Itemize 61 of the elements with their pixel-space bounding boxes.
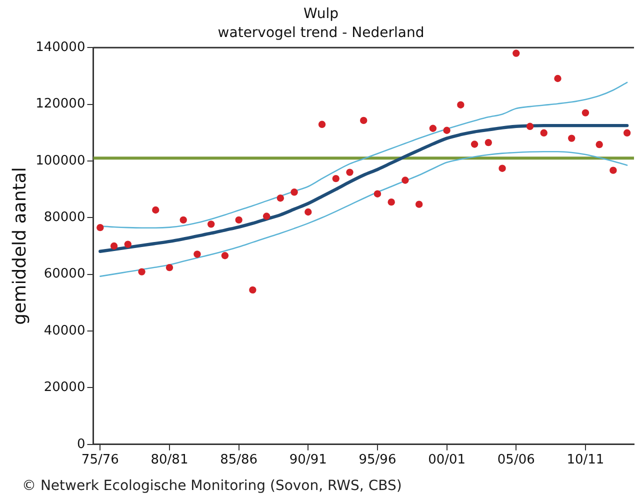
line-series bbox=[100, 150, 628, 277]
x-tick-label: 00/01 bbox=[428, 452, 466, 468]
point bbox=[346, 168, 354, 176]
point bbox=[360, 116, 368, 124]
point bbox=[304, 208, 312, 216]
y-tick-label: 60000 bbox=[44, 266, 86, 282]
point bbox=[221, 252, 229, 260]
line-series bbox=[98, 124, 629, 253]
point bbox=[540, 129, 548, 137]
x-tick-label: 10/11 bbox=[566, 452, 604, 468]
point bbox=[554, 74, 562, 82]
point bbox=[332, 174, 340, 182]
x-tick-label: 05/06 bbox=[497, 452, 535, 468]
point bbox=[290, 188, 298, 196]
point bbox=[276, 194, 284, 202]
y-tick-label: 140000 bbox=[36, 40, 86, 55]
point bbox=[470, 140, 478, 148]
point bbox=[512, 50, 520, 57]
point bbox=[166, 264, 174, 272]
y-axis-title: gemiddeld aantal bbox=[9, 167, 30, 325]
y-tick-label: 80000 bbox=[44, 210, 86, 226]
point bbox=[194, 250, 201, 258]
point bbox=[318, 120, 326, 128]
point bbox=[415, 200, 423, 208]
point bbox=[152, 206, 160, 214]
point bbox=[374, 190, 382, 198]
point bbox=[235, 216, 242, 224]
point bbox=[96, 224, 104, 232]
y-tick-label: 40000 bbox=[44, 323, 86, 338]
point bbox=[443, 126, 450, 134]
y-tick-label: 20000 bbox=[44, 380, 86, 396]
point bbox=[457, 101, 464, 108]
point bbox=[124, 240, 132, 248]
point bbox=[429, 124, 437, 132]
chart-subtitle: watervogel trend - Nederland bbox=[218, 24, 424, 41]
x-tick-label: 75/76 bbox=[81, 452, 119, 468]
point bbox=[249, 286, 256, 294]
point bbox=[623, 129, 631, 137]
y-tick-label: 100000 bbox=[36, 153, 86, 168]
point bbox=[484, 138, 492, 146]
point bbox=[388, 198, 395, 206]
point bbox=[110, 242, 118, 250]
point bbox=[262, 212, 270, 220]
y-tick-label: 0 bbox=[76, 436, 86, 452]
point bbox=[498, 164, 506, 172]
x-tick-label: 95/96 bbox=[358, 452, 396, 468]
point bbox=[610, 166, 617, 174]
point bbox=[596, 140, 603, 148]
point bbox=[180, 216, 187, 224]
x-tick-label: 80/81 bbox=[150, 452, 188, 468]
point bbox=[138, 268, 146, 276]
chart-title: Wulp bbox=[304, 6, 339, 22]
point bbox=[526, 122, 534, 130]
point bbox=[402, 176, 409, 184]
point bbox=[207, 220, 215, 228]
x-tick-label: 85/86 bbox=[220, 452, 258, 468]
y-tick-label: 120000 bbox=[36, 96, 86, 112]
point bbox=[582, 109, 590, 116]
x-tick-label: 90/91 bbox=[289, 452, 327, 468]
text: © Netwerk Ecologische Monitoring (Sovon, RWS, CBS) bbox=[22, 478, 402, 494]
point bbox=[568, 134, 576, 142]
